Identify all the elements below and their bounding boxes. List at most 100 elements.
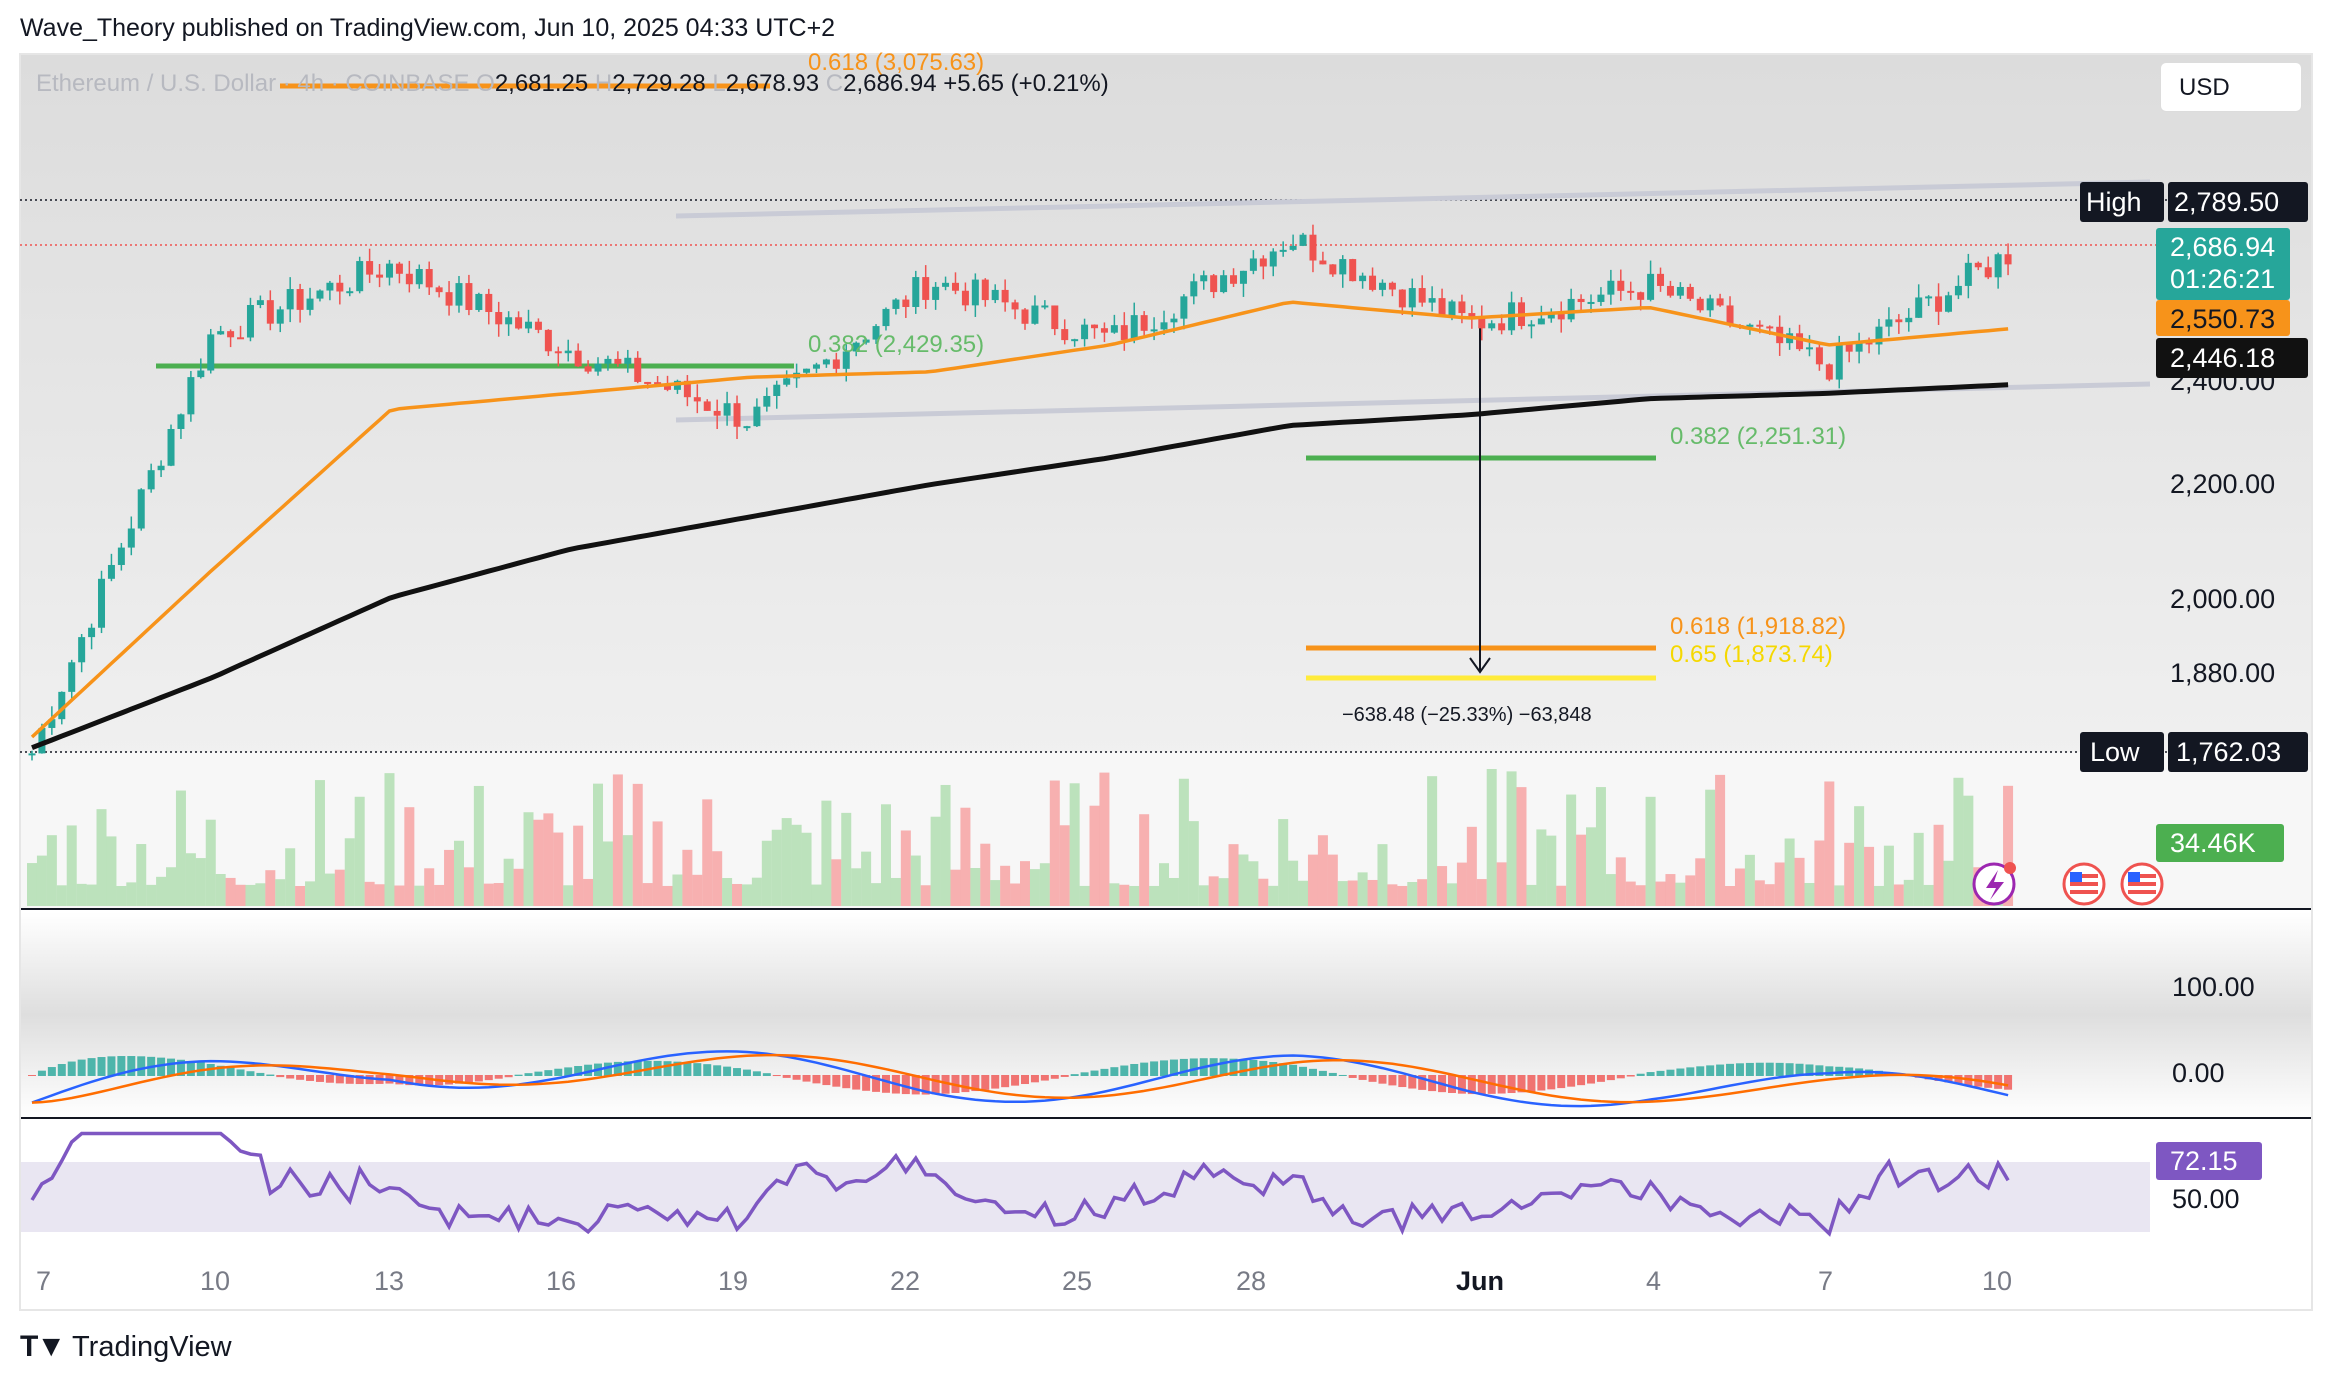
volume-bar bbox=[781, 818, 792, 906]
symbol-name[interactable]: Ethereum / U.S. Dollar · 4h · COINBASE bbox=[36, 70, 470, 97]
candle bbox=[1339, 259, 1347, 275]
candle bbox=[1895, 319, 1903, 323]
candle bbox=[882, 308, 890, 327]
volume-bar bbox=[1010, 883, 1021, 906]
candle bbox=[246, 305, 254, 338]
candle bbox=[1805, 347, 1813, 350]
volume-bar bbox=[583, 878, 594, 906]
volume-bar bbox=[66, 825, 77, 906]
us-flag-event-icon[interactable] bbox=[2062, 862, 2106, 906]
volume-bar bbox=[712, 851, 723, 906]
macd-hist-bar bbox=[971, 1075, 980, 1092]
macd-hist-bar bbox=[613, 1061, 622, 1076]
tradingview-logo[interactable]: T▼ TradingView bbox=[20, 1330, 232, 1364]
volume-marker: 34.46K bbox=[2156, 824, 2284, 862]
macd-hist-bar bbox=[1765, 1062, 1774, 1076]
candle bbox=[624, 357, 632, 364]
volume-bar bbox=[1814, 840, 1825, 906]
candle bbox=[544, 329, 552, 352]
volume-bar bbox=[324, 873, 335, 906]
volume-bar bbox=[334, 869, 345, 906]
volume-bar bbox=[553, 832, 564, 906]
macd-hist-bar bbox=[1318, 1070, 1327, 1076]
volume-bar bbox=[1655, 881, 1666, 906]
candle bbox=[1428, 298, 1436, 303]
candle bbox=[495, 312, 503, 325]
candle bbox=[237, 337, 245, 340]
candle bbox=[1835, 344, 1843, 380]
macd-hist-bar bbox=[296, 1075, 305, 1080]
macd-hist-bar bbox=[1547, 1075, 1556, 1090]
macd-hist-bar bbox=[1378, 1075, 1387, 1084]
currency-button[interactable]: USD bbox=[2160, 62, 2302, 112]
volume-bar bbox=[871, 883, 882, 906]
volume-bar bbox=[1178, 778, 1189, 906]
candle bbox=[1647, 273, 1655, 300]
volume-bar bbox=[2003, 785, 2014, 906]
candle bbox=[1091, 324, 1099, 329]
volume-bar bbox=[741, 884, 752, 906]
volume-bar bbox=[1327, 854, 1338, 906]
candle bbox=[822, 359, 830, 365]
volume-bar bbox=[225, 877, 236, 906]
volume-bar bbox=[116, 885, 127, 906]
volume-bar bbox=[384, 773, 395, 906]
macd-hist-bar bbox=[286, 1075, 295, 1079]
candle bbox=[733, 403, 741, 427]
candle bbox=[634, 357, 642, 382]
candle bbox=[614, 358, 622, 364]
candle bbox=[1875, 326, 1883, 345]
candle bbox=[395, 263, 403, 274]
candle bbox=[1220, 275, 1228, 293]
candle bbox=[1915, 297, 1923, 318]
macd-hist-bar bbox=[1467, 1075, 1476, 1095]
volume-bar bbox=[1069, 783, 1080, 906]
candle bbox=[1180, 296, 1188, 319]
candle bbox=[1160, 322, 1168, 330]
volume-bar bbox=[692, 874, 703, 906]
fib-top-label: 0.618 (3,075.63) bbox=[808, 49, 984, 76]
us-flag-event-icon[interactable] bbox=[2120, 862, 2164, 906]
volume-bar bbox=[36, 855, 47, 906]
macd-hist-bar bbox=[1229, 1058, 1238, 1076]
volume-bar bbox=[1466, 826, 1477, 906]
high-value: 2,729.28 bbox=[612, 70, 706, 97]
open-label: O bbox=[476, 70, 495, 97]
candle bbox=[68, 662, 76, 692]
volume-bar bbox=[463, 867, 474, 906]
candle bbox=[1815, 347, 1823, 365]
candle bbox=[842, 351, 850, 369]
macd-hist-bar bbox=[335, 1075, 344, 1084]
svg-text:Low: Low bbox=[2090, 737, 2140, 767]
candle bbox=[1319, 260, 1327, 265]
candle bbox=[812, 364, 820, 369]
macd-hist-bar bbox=[1567, 1075, 1576, 1087]
candle bbox=[38, 727, 46, 754]
volume-bar bbox=[1933, 824, 1944, 906]
volume-bar bbox=[513, 868, 524, 906]
candle bbox=[743, 426, 751, 429]
candle bbox=[1011, 302, 1019, 310]
volume-bar bbox=[1139, 814, 1150, 906]
candle bbox=[1557, 312, 1565, 320]
volume-bar bbox=[1020, 861, 1030, 906]
brand-name: TradingView bbox=[72, 1330, 232, 1363]
macd-hist-bar bbox=[1368, 1075, 1377, 1082]
volume-bar bbox=[344, 838, 355, 906]
macd-hist-bar bbox=[355, 1075, 364, 1085]
volume-bar bbox=[543, 813, 554, 906]
volume-bar bbox=[1635, 885, 1646, 906]
candle bbox=[1041, 305, 1049, 308]
svg-text:72.15: 72.15 bbox=[2170, 1146, 2238, 1176]
candle bbox=[1696, 298, 1704, 311]
volume-bar bbox=[722, 878, 733, 906]
lightning-event-icon[interactable] bbox=[1972, 862, 2016, 906]
candle bbox=[991, 289, 999, 301]
candle bbox=[564, 350, 572, 354]
candle bbox=[862, 339, 870, 343]
candle bbox=[177, 414, 185, 429]
macd-hist-bar bbox=[792, 1075, 801, 1080]
volume-bar bbox=[1377, 844, 1388, 906]
macd-hist-bar bbox=[246, 1071, 255, 1076]
